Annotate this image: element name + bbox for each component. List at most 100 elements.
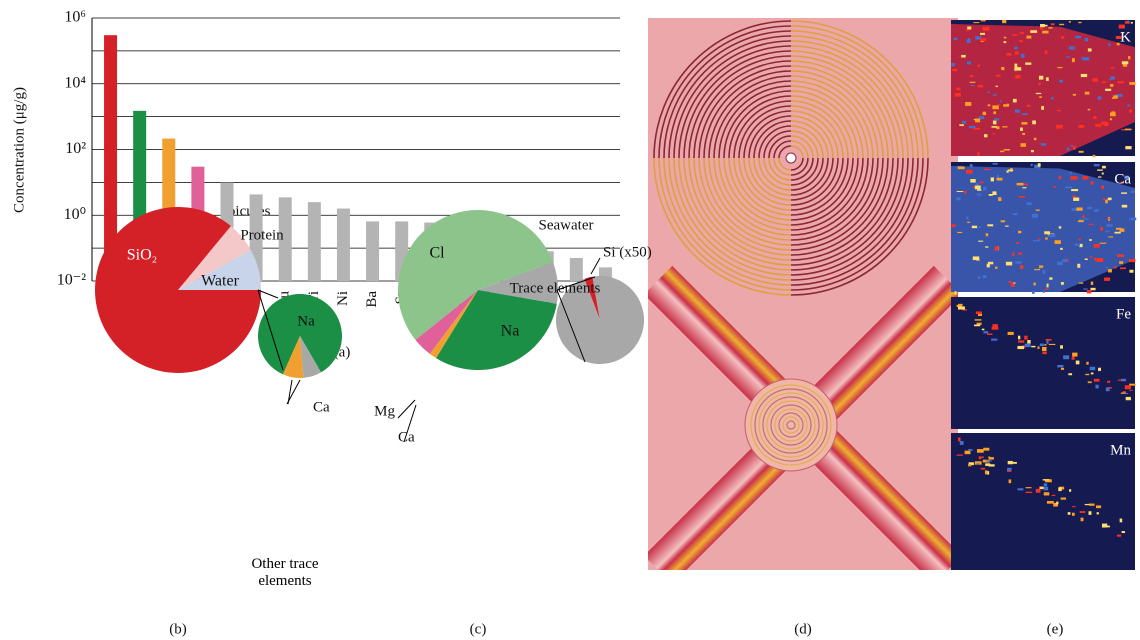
map-speck [1061, 498, 1066, 500]
map-speck [957, 191, 964, 192]
map-speck [975, 319, 982, 320]
map-speck [998, 197, 1001, 201]
map-speck [1000, 151, 1004, 153]
map-speck [983, 448, 989, 451]
map-speck [1026, 202, 1031, 205]
map-speck [1100, 227, 1103, 231]
map-speck [993, 94, 997, 95]
map-speck [1039, 96, 1042, 98]
map-speck [1045, 50, 1048, 54]
map-speck [1016, 242, 1018, 244]
panel-label: (e) [1047, 621, 1064, 637]
map-speck [1057, 262, 1063, 265]
map-speck [975, 118, 980, 122]
map-speck [997, 104, 1000, 105]
photo-d [644, 18, 962, 584]
map-speck [1034, 283, 1036, 286]
map-speck [1089, 511, 1092, 515]
panel-label: (b) [169, 621, 187, 637]
map-speck [1129, 259, 1136, 262]
map-speck [1102, 173, 1104, 175]
map-speck [956, 88, 960, 91]
map-speck [1105, 200, 1108, 204]
map-speck [989, 464, 995, 466]
map-speck [1008, 170, 1013, 172]
map-speck [1075, 244, 1080, 246]
map-speck [1032, 120, 1036, 124]
map-speck [1083, 288, 1087, 289]
map-speck [1038, 163, 1041, 166]
map-speck [1089, 239, 1092, 241]
figure: (a) Concentration (μg/g) (b) Spicules (c… [0, 0, 1140, 640]
map-speck [1045, 288, 1048, 289]
map-speck [1060, 248, 1063, 250]
map-speck [964, 191, 967, 194]
map-speck [1093, 78, 1099, 81]
map-speck [970, 179, 975, 183]
map-speck [1036, 489, 1041, 493]
map-speck [1108, 198, 1112, 201]
map-speck [1047, 501, 1054, 504]
map-speck [1089, 504, 1095, 506]
map-background [951, 297, 1135, 429]
map-speck [980, 181, 984, 183]
map-speck [988, 104, 991, 106]
map-speck [1034, 138, 1037, 140]
pie-title: Seawater [539, 217, 594, 233]
map-speck [1125, 385, 1131, 389]
bar [570, 258, 583, 281]
map-speck [1098, 368, 1101, 371]
map-speck [987, 333, 993, 334]
map-speck [1027, 105, 1030, 107]
map-speck [1076, 208, 1082, 211]
map-speck [1079, 219, 1082, 220]
map-speck [966, 29, 969, 31]
map-speck [1113, 95, 1118, 98]
map-speck [1013, 462, 1017, 464]
map-speck [1120, 267, 1126, 269]
map-speck [996, 86, 998, 87]
map-speck [1007, 468, 1011, 471]
map-speck [968, 464, 971, 466]
map-speck [1078, 22, 1081, 23]
map-speck [1042, 347, 1047, 351]
map-speck [1061, 282, 1064, 285]
map-speck [1101, 186, 1104, 189]
map-speck [967, 222, 970, 223]
map-speck [1004, 37, 1007, 39]
map-speck [1045, 237, 1048, 239]
map-speck [1094, 164, 1100, 166]
ring-center [786, 153, 796, 163]
map-speck [1121, 129, 1125, 130]
map-speck [1091, 282, 1093, 285]
map-speck [1049, 277, 1052, 279]
map-speck [1000, 100, 1002, 102]
map-speck [1047, 284, 1049, 288]
map-speck [1126, 397, 1131, 400]
map-speck [1085, 92, 1090, 95]
map-speck [1082, 57, 1089, 59]
map-speck [1129, 110, 1132, 113]
bar [337, 209, 350, 281]
map-speck [1129, 218, 1136, 221]
pie-label: SiO₂ [127, 247, 157, 264]
bar [308, 202, 321, 281]
map-speck [986, 460, 992, 461]
map-speck [993, 121, 997, 125]
map-speck [1076, 361, 1080, 365]
map-speck [967, 26, 971, 29]
map-speck [1129, 82, 1135, 85]
y-tick-label: 10⁻² [57, 272, 86, 289]
map-speck [1122, 205, 1128, 208]
pie-label: Mg [374, 403, 395, 419]
map-speck [977, 152, 979, 155]
map-speck [1031, 346, 1035, 348]
map-speck [1125, 393, 1128, 394]
map-speck [958, 167, 965, 170]
map-speck [1051, 97, 1054, 99]
map-speck [1067, 148, 1069, 151]
map-speck [1071, 189, 1078, 191]
map-speck [1053, 186, 1055, 188]
map-speck [1108, 236, 1113, 237]
map-speck [1093, 116, 1096, 119]
